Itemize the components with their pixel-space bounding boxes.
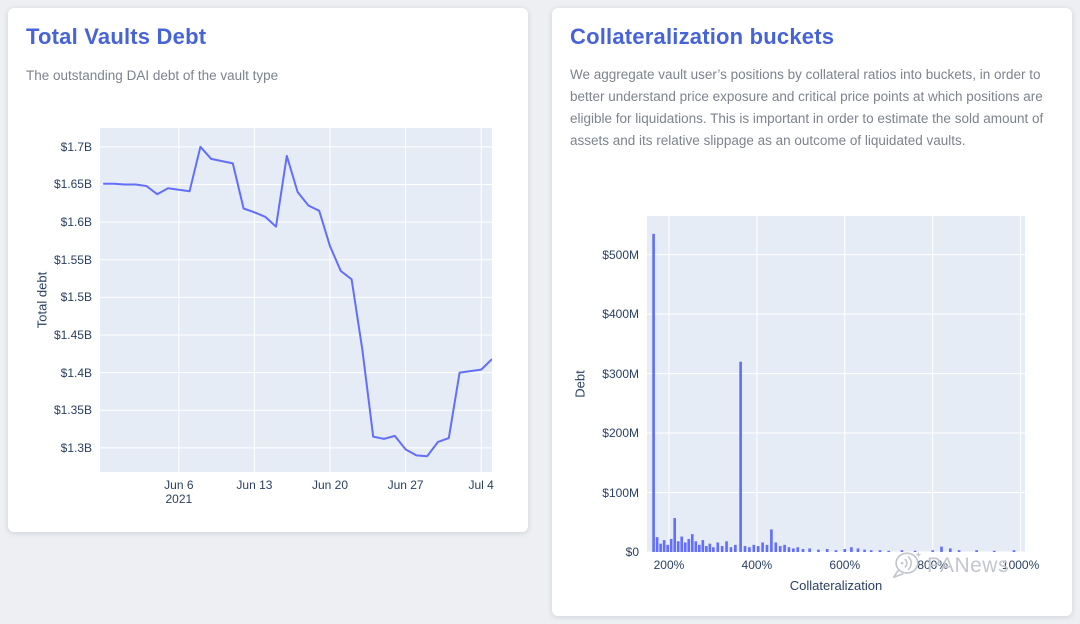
- x-tick-label: Jun 6 2021: [164, 478, 194, 506]
- y-tick-label: $300M: [602, 366, 639, 381]
- y-tick-label: $1.55B: [53, 252, 92, 267]
- y-tick-label: $1.45B: [53, 328, 92, 342]
- collateralization-buckets-title: Collateralization buckets: [570, 24, 835, 49]
- total-vaults-debt-card: Total Vaults Debt The outstanding DAI de…: [8, 8, 528, 532]
- x-tick-label: 600%: [829, 558, 861, 572]
- line-chart-plot-area[interactable]: [100, 128, 493, 472]
- bar-chart-x-axis-title: Collateralization: [789, 578, 883, 593]
- y-tick-label: $1.7B: [60, 139, 92, 154]
- y-tick-label: $400M: [602, 307, 639, 322]
- x-tick-label: 800%: [917, 558, 949, 572]
- y-tick-label: $200M: [602, 426, 639, 441]
- y-tick-label: $1.4B: [60, 365, 92, 380]
- y-tick-label: $1.35B: [53, 403, 92, 418]
- x-tick-label: Jul 4: [468, 478, 494, 492]
- total-vaults-debt-subtitle: The outstanding DAI debt of the vault ty…: [26, 68, 279, 83]
- x-tick-label: 400%: [741, 558, 773, 572]
- collateralization-bar-chart: Debt Collateralization $0 $100M $200M $300M…: [552, 8, 1072, 616]
- y-tick-label: $1.3B: [60, 440, 92, 455]
- panews-watermark-text: PANews: [927, 553, 1009, 577]
- y-tick-label: $1.5B: [60, 290, 92, 305]
- x-tick-label: Jun 13: [236, 478, 273, 492]
- x-tick-label: Jun 27: [387, 478, 424, 492]
- y-tick-label: $0: [625, 545, 639, 559]
- panews-watermark: PANews: [890, 550, 1009, 581]
- total-debt-line-chart: Total debt $1.3B $1.35B $1.4B $1.45B $1.5B $1…: [8, 8, 528, 532]
- x-tick-label: Jun 20: [312, 478, 349, 492]
- bar-chart-plot-area[interactable]: [647, 216, 1025, 553]
- panews-logo-icon: [892, 551, 922, 579]
- collateralization-buckets-description: We aggregate vault user’s positions by c…: [570, 67, 1044, 148]
- x-tick-label: 1000%: [1001, 558, 1040, 572]
- total-vaults-debt-title: Total Vaults Debt: [26, 24, 207, 49]
- y-tick-label: $1.65B: [53, 177, 92, 192]
- y-tick-label: $500M: [602, 247, 639, 262]
- collateralization-buckets-card: Collateralization buckets We aggregate v…: [552, 8, 1072, 616]
- y-tick-label: $100M: [602, 485, 639, 500]
- x-tick-label: 200%: [653, 558, 685, 572]
- y-tick-label: $1.6B: [60, 215, 92, 230]
